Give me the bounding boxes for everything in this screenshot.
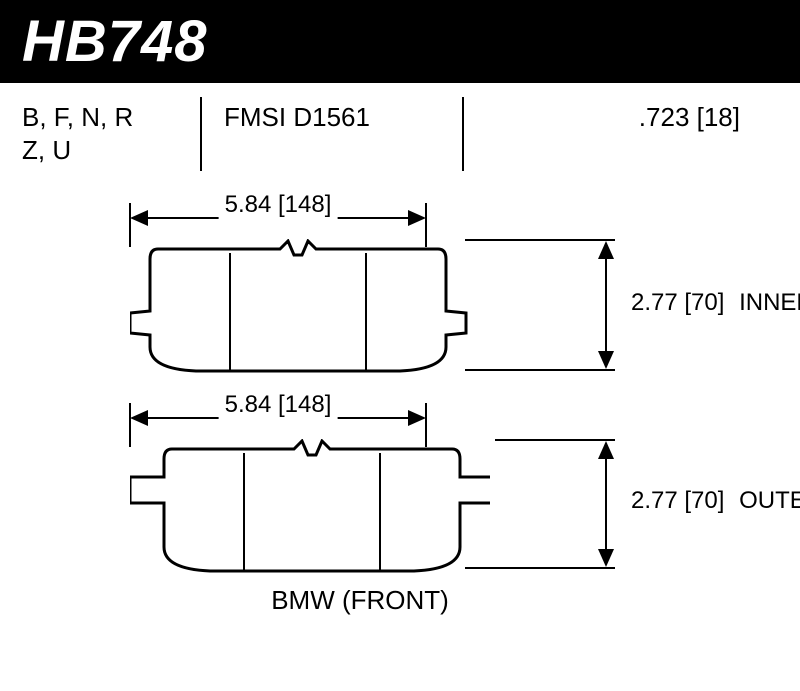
outer-side-label: OUTER: [739, 487, 800, 514]
fmsi-code: FMSI D1561: [202, 93, 462, 134]
inner-width-dim: 5.84 [148]: [130, 193, 426, 233]
inner-height-label: 2.77 [70]: [631, 289, 724, 316]
ext-tick: [465, 369, 615, 371]
footer-label: BMW (FRONT): [80, 585, 640, 616]
thickness: .723 [18]: [464, 93, 800, 134]
arrow-right-icon: [408, 410, 426, 426]
inner-side-label: INNER: [739, 289, 800, 316]
ext-tick: [465, 239, 615, 241]
ext-tick: [495, 439, 615, 441]
diagram-area: 5.84 [148] 2.77 [70] INNER: [0, 173, 800, 616]
compound-codes: B, F, N, R Z, U: [0, 93, 200, 166]
arrow-down-icon: [598, 351, 614, 369]
outer-height-label: 2.77 [70]: [631, 487, 724, 514]
arrow-right-icon: [408, 210, 426, 226]
outer-pad-shape: [130, 439, 490, 573]
outer-pad-block: 5.84 [148] 2.77 [70] OUTER: [130, 393, 800, 573]
info-row: B, F, N, R Z, U FMSI D1561 .723 [18]: [0, 83, 800, 173]
inner-pad-block: 5.84 [148] 2.77 [70] INNER: [130, 193, 800, 375]
outer-width-label: 5.84 [148]: [219, 391, 338, 419]
inner-pad-shape: [130, 239, 470, 375]
codes-line1: B, F, N, R: [22, 101, 182, 134]
ext-tick: [465, 567, 615, 569]
arrow-down-icon: [598, 549, 614, 567]
codes-line2: Z, U: [22, 134, 182, 167]
dim-line: [605, 253, 607, 357]
part-number: HB748: [22, 9, 208, 74]
inner-width-label: 5.84 [148]: [219, 191, 338, 219]
outer-width-dim: 5.84 [148]: [130, 393, 426, 433]
header-bar: HB748: [0, 0, 800, 83]
dim-line: [605, 453, 607, 555]
